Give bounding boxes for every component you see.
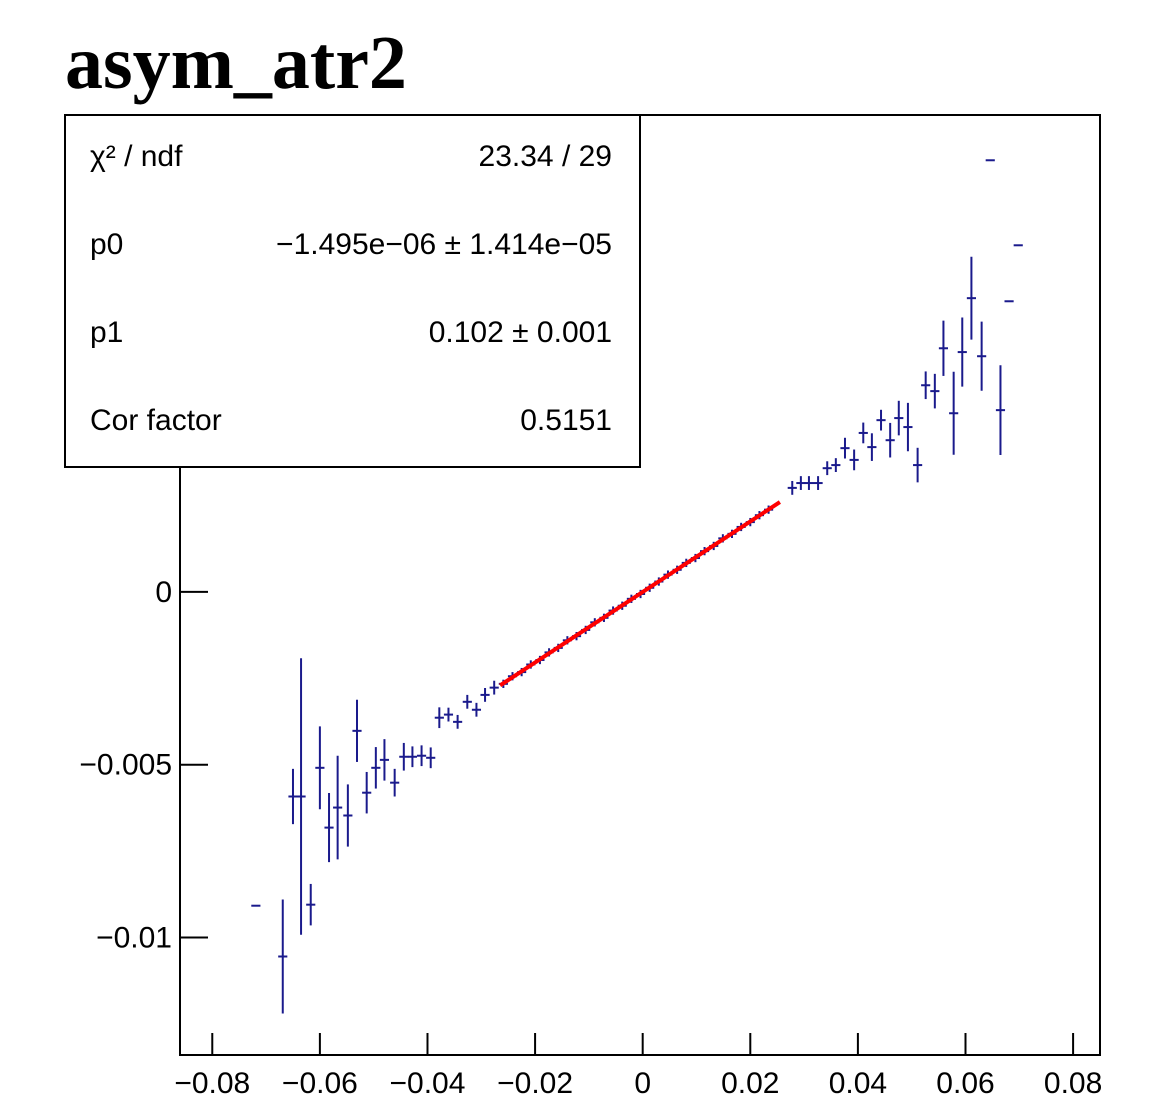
x-tick-label: 0.06 [936, 1067, 994, 1100]
fit-line [499, 500, 781, 688]
stats-label: p1 [90, 316, 123, 349]
stats-box [64, 114, 641, 468]
stats-value: 0.5151 [520, 404, 612, 437]
stats-value: −1.495e−06 ± 1.414e−05 [276, 228, 612, 261]
y-tick-label: −0.005 [79, 749, 172, 782]
x-tick-label: −0.02 [497, 1067, 573, 1100]
x-tick-label: −0.06 [282, 1067, 358, 1100]
x-tick-label: 0.02 [721, 1067, 779, 1100]
chart-title: asym_atr2 [65, 21, 407, 105]
x-tick-label: 0 [634, 1067, 651, 1100]
stats-label: χ² / ndf [90, 140, 183, 173]
y-tick-label: −0.01 [96, 922, 172, 955]
stats-label: p0 [90, 228, 123, 261]
x-tick-label: 0.08 [1044, 1067, 1102, 1100]
stats-value: 23.34 / 29 [479, 140, 612, 173]
x-tick-label: −0.08 [174, 1067, 250, 1100]
x-tick-label: 0.04 [829, 1067, 887, 1100]
stats-value: 0.102 ± 0.001 [429, 316, 612, 349]
stats-label: Cor factor [90, 404, 222, 437]
y-tick-label: 0 [155, 576, 172, 609]
x-tick-label: −0.04 [390, 1067, 466, 1100]
